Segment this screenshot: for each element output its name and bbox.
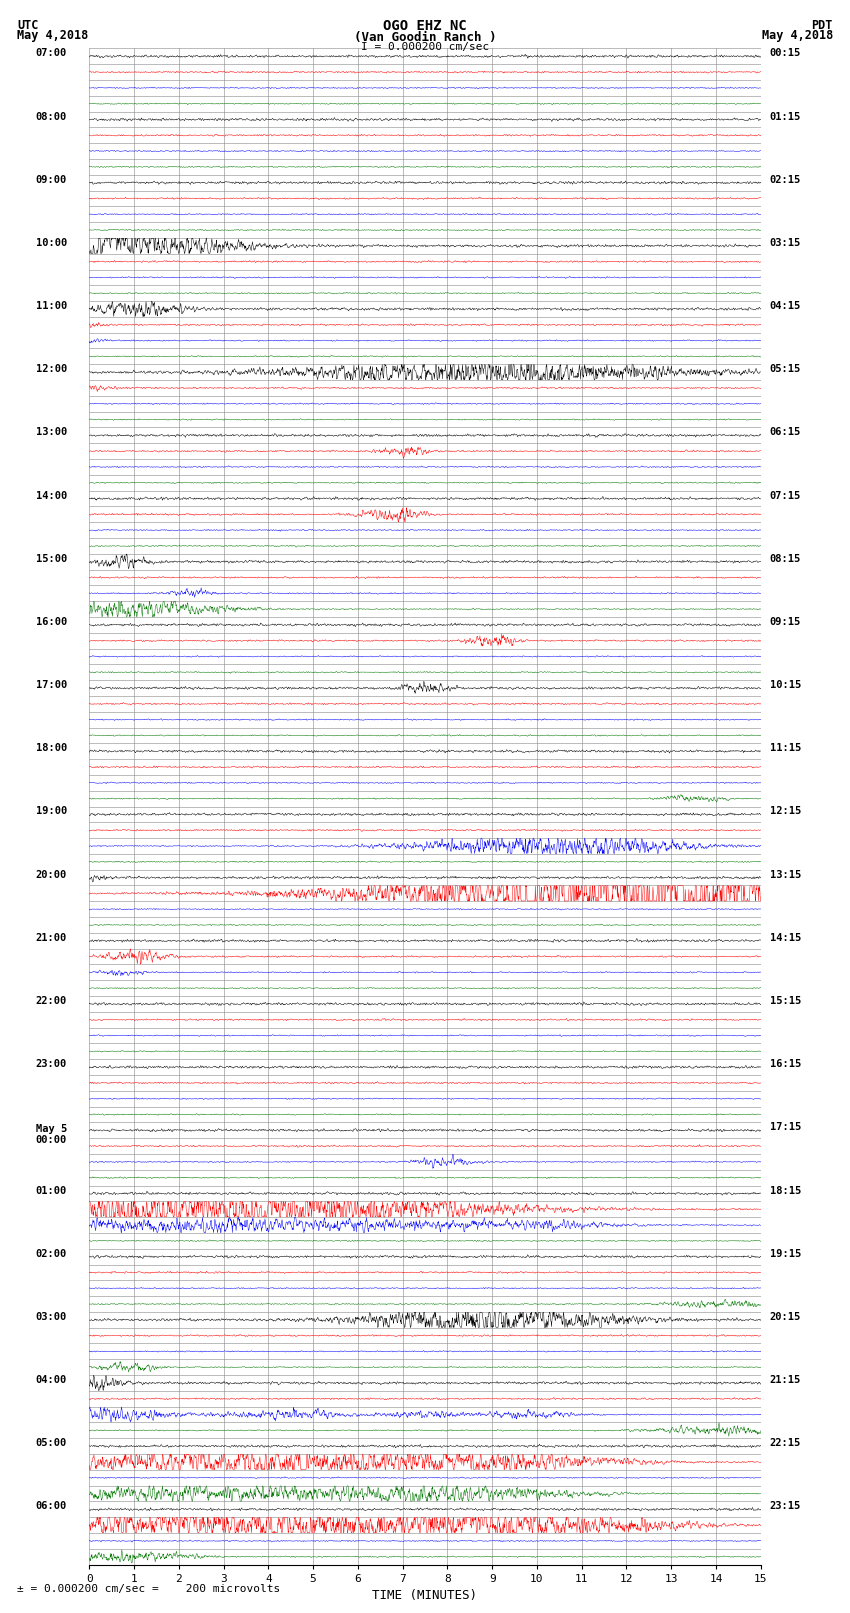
Text: I = 0.000200 cm/sec: I = 0.000200 cm/sec bbox=[361, 42, 489, 52]
Text: 18:00: 18:00 bbox=[36, 744, 67, 753]
Text: ± = 0.000200 cm/sec =    200 microvolts: ± = 0.000200 cm/sec = 200 microvolts bbox=[17, 1584, 280, 1594]
Text: 13:15: 13:15 bbox=[770, 869, 801, 879]
Text: 05:00: 05:00 bbox=[36, 1439, 67, 1448]
Text: 09:00: 09:00 bbox=[36, 174, 67, 185]
Text: 15:00: 15:00 bbox=[36, 553, 67, 565]
Text: 03:00: 03:00 bbox=[36, 1311, 67, 1323]
Text: 22:00: 22:00 bbox=[36, 997, 67, 1007]
Text: 23:00: 23:00 bbox=[36, 1060, 67, 1069]
Text: May 4,2018: May 4,2018 bbox=[17, 29, 88, 42]
Text: 12:00: 12:00 bbox=[36, 365, 67, 374]
Text: UTC: UTC bbox=[17, 19, 38, 32]
Text: 07:00: 07:00 bbox=[36, 48, 67, 58]
Text: 11:00: 11:00 bbox=[36, 302, 67, 311]
Text: 11:15: 11:15 bbox=[770, 744, 801, 753]
Text: 16:15: 16:15 bbox=[770, 1060, 801, 1069]
X-axis label: TIME (MINUTES): TIME (MINUTES) bbox=[372, 1589, 478, 1602]
Text: 14:15: 14:15 bbox=[770, 932, 801, 944]
Text: 01:00: 01:00 bbox=[36, 1186, 67, 1195]
Text: 03:15: 03:15 bbox=[770, 239, 801, 248]
Text: 05:15: 05:15 bbox=[770, 365, 801, 374]
Text: 15:15: 15:15 bbox=[770, 997, 801, 1007]
Text: 02:15: 02:15 bbox=[770, 174, 801, 185]
Text: 19:15: 19:15 bbox=[770, 1248, 801, 1258]
Text: 13:00: 13:00 bbox=[36, 427, 67, 437]
Text: 14:00: 14:00 bbox=[36, 490, 67, 500]
Text: (Van Goodin Ranch ): (Van Goodin Ranch ) bbox=[354, 31, 496, 44]
Text: 20:00: 20:00 bbox=[36, 869, 67, 879]
Text: 06:00: 06:00 bbox=[36, 1502, 67, 1511]
Text: 08:15: 08:15 bbox=[770, 553, 801, 565]
Text: 17:15: 17:15 bbox=[770, 1123, 801, 1132]
Text: 12:15: 12:15 bbox=[770, 806, 801, 816]
Text: 00:15: 00:15 bbox=[770, 48, 801, 58]
Text: May 5: May 5 bbox=[36, 1124, 67, 1134]
Text: May 4,2018: May 4,2018 bbox=[762, 29, 833, 42]
Text: 23:15: 23:15 bbox=[770, 1502, 801, 1511]
Text: 07:15: 07:15 bbox=[770, 490, 801, 500]
Text: 01:15: 01:15 bbox=[770, 111, 801, 121]
Text: 04:15: 04:15 bbox=[770, 302, 801, 311]
Text: 10:15: 10:15 bbox=[770, 681, 801, 690]
Text: 06:15: 06:15 bbox=[770, 427, 801, 437]
Text: 17:00: 17:00 bbox=[36, 681, 67, 690]
Text: 20:15: 20:15 bbox=[770, 1311, 801, 1323]
Text: 08:00: 08:00 bbox=[36, 111, 67, 121]
Text: 21:15: 21:15 bbox=[770, 1374, 801, 1386]
Text: 19:00: 19:00 bbox=[36, 806, 67, 816]
Text: 02:00: 02:00 bbox=[36, 1248, 67, 1258]
Text: 18:15: 18:15 bbox=[770, 1186, 801, 1195]
Text: 21:00: 21:00 bbox=[36, 932, 67, 944]
Text: PDT: PDT bbox=[812, 19, 833, 32]
Text: 22:15: 22:15 bbox=[770, 1439, 801, 1448]
Text: 09:15: 09:15 bbox=[770, 618, 801, 627]
Text: 10:00: 10:00 bbox=[36, 239, 67, 248]
Text: 00:00: 00:00 bbox=[36, 1136, 67, 1145]
Text: OGO EHZ NC: OGO EHZ NC bbox=[383, 19, 467, 34]
Text: 04:00: 04:00 bbox=[36, 1374, 67, 1386]
Text: 16:00: 16:00 bbox=[36, 618, 67, 627]
